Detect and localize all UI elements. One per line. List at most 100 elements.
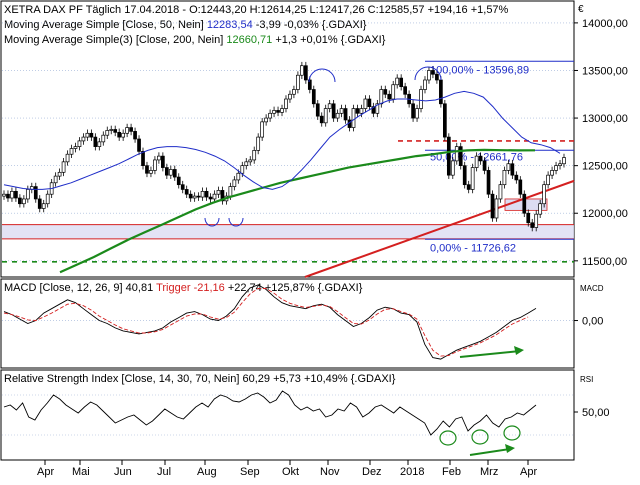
candle-body xyxy=(141,151,145,166)
bottom-arc xyxy=(204,217,220,227)
candle-body xyxy=(331,103,336,119)
candle-body xyxy=(443,103,447,138)
x-tick-label: Sep xyxy=(240,466,260,478)
candle-body xyxy=(307,79,312,90)
candle-body xyxy=(252,150,257,161)
macd-trigger-line xyxy=(3,288,529,357)
x-tick-label: Aug xyxy=(197,466,217,478)
candle-body xyxy=(538,203,543,215)
candle-body xyxy=(284,98,288,109)
rsi-layer: 50,00 xyxy=(2,390,610,456)
candle-body xyxy=(113,129,118,133)
sma200-line xyxy=(59,148,536,274)
candle-body xyxy=(65,153,70,163)
candle-body xyxy=(423,79,427,90)
candle-body xyxy=(89,132,94,138)
candle-body xyxy=(2,193,6,197)
candle-body xyxy=(383,89,388,95)
candle-body xyxy=(133,131,137,140)
candle-body xyxy=(355,108,360,114)
candle-body xyxy=(303,65,308,81)
legend-sma200: Moving Average Simple(3) [Close, 200, Ne… xyxy=(4,34,386,46)
price-tick-label: 12000,00 xyxy=(582,208,628,220)
candle-body xyxy=(319,115,324,124)
candle-body xyxy=(232,179,237,187)
macd-axis-label: MACD xyxy=(580,284,604,293)
rsi-tick-label: 50,00 xyxy=(582,407,610,419)
candle-body xyxy=(105,130,110,136)
candle-body xyxy=(248,159,253,163)
macd-divergence-arrow xyxy=(459,350,521,358)
candle-body xyxy=(164,167,169,176)
candle-body xyxy=(117,131,122,138)
candle-body xyxy=(462,165,467,186)
candle-body xyxy=(351,108,356,128)
candle-body xyxy=(69,148,74,155)
candle-body xyxy=(466,184,471,190)
macd-arrow-head xyxy=(514,346,524,355)
legend-dax: XETRA DAX PF Täglich 17.04.2018 - O:1244… xyxy=(4,4,509,16)
candle-body xyxy=(542,184,546,205)
macd-layer: 0,00 xyxy=(2,284,603,360)
candle-body xyxy=(502,170,507,186)
x-tick-label: 2018 xyxy=(400,466,424,478)
candle-body xyxy=(149,170,153,174)
x-tick-label: Nov xyxy=(320,466,340,478)
candle-body xyxy=(431,70,435,75)
top-arc xyxy=(414,66,442,81)
candle-body xyxy=(367,98,372,107)
candle-body xyxy=(311,89,316,105)
candle-body xyxy=(550,170,554,176)
rsi-panel xyxy=(0,369,575,461)
candle-body xyxy=(161,155,165,168)
x-tick-label: Jun xyxy=(114,466,132,478)
candle-body xyxy=(379,89,384,105)
candle-body xyxy=(97,141,102,147)
candle-body xyxy=(415,108,419,119)
candle-body xyxy=(180,184,185,190)
candle-body xyxy=(109,129,114,131)
candle-body xyxy=(200,190,205,198)
candle-body xyxy=(121,132,125,138)
price-panel xyxy=(0,0,575,278)
candle-body xyxy=(184,189,189,195)
candle-body xyxy=(192,195,197,199)
candle-body xyxy=(244,161,249,166)
candle-body xyxy=(562,157,566,165)
top-arc xyxy=(308,68,336,83)
candle-body xyxy=(446,136,451,176)
candle-body xyxy=(419,89,423,109)
candle-body xyxy=(526,212,531,224)
candle-body xyxy=(486,170,491,195)
candle-body xyxy=(375,103,380,114)
candle-body xyxy=(168,169,173,176)
x-tick-label: Mai xyxy=(72,466,90,478)
candle-body xyxy=(204,190,209,198)
candle-body xyxy=(288,93,292,100)
candle-body xyxy=(22,198,26,205)
candle-body xyxy=(236,172,241,181)
candle-body xyxy=(153,159,157,171)
candle-body xyxy=(335,112,340,119)
candle-body xyxy=(125,127,129,134)
candle-body xyxy=(208,196,213,200)
candle-body xyxy=(276,110,280,113)
candle-body xyxy=(264,117,268,123)
candle-body xyxy=(399,77,404,88)
bottom-arc xyxy=(228,217,244,227)
candle-body xyxy=(228,186,233,197)
price-layer: 14000,00 13500,00 13000,00 12500,00 12000,00… xyxy=(2,18,628,278)
candle-body xyxy=(343,108,348,121)
candle-body xyxy=(450,160,455,176)
candle-body xyxy=(25,189,30,200)
price-tick-label: 14000,00 xyxy=(582,18,628,30)
legend-sma50: Moving Average Simple [Close, 50, Nein] … xyxy=(4,19,367,31)
candle-body xyxy=(256,136,261,151)
candle-body xyxy=(395,77,400,86)
candle-body xyxy=(93,136,98,147)
price-tick-label: 13000,00 xyxy=(582,113,628,125)
candle-body xyxy=(427,70,431,81)
rsi-low-circle xyxy=(503,425,521,441)
candle-body xyxy=(339,108,344,114)
